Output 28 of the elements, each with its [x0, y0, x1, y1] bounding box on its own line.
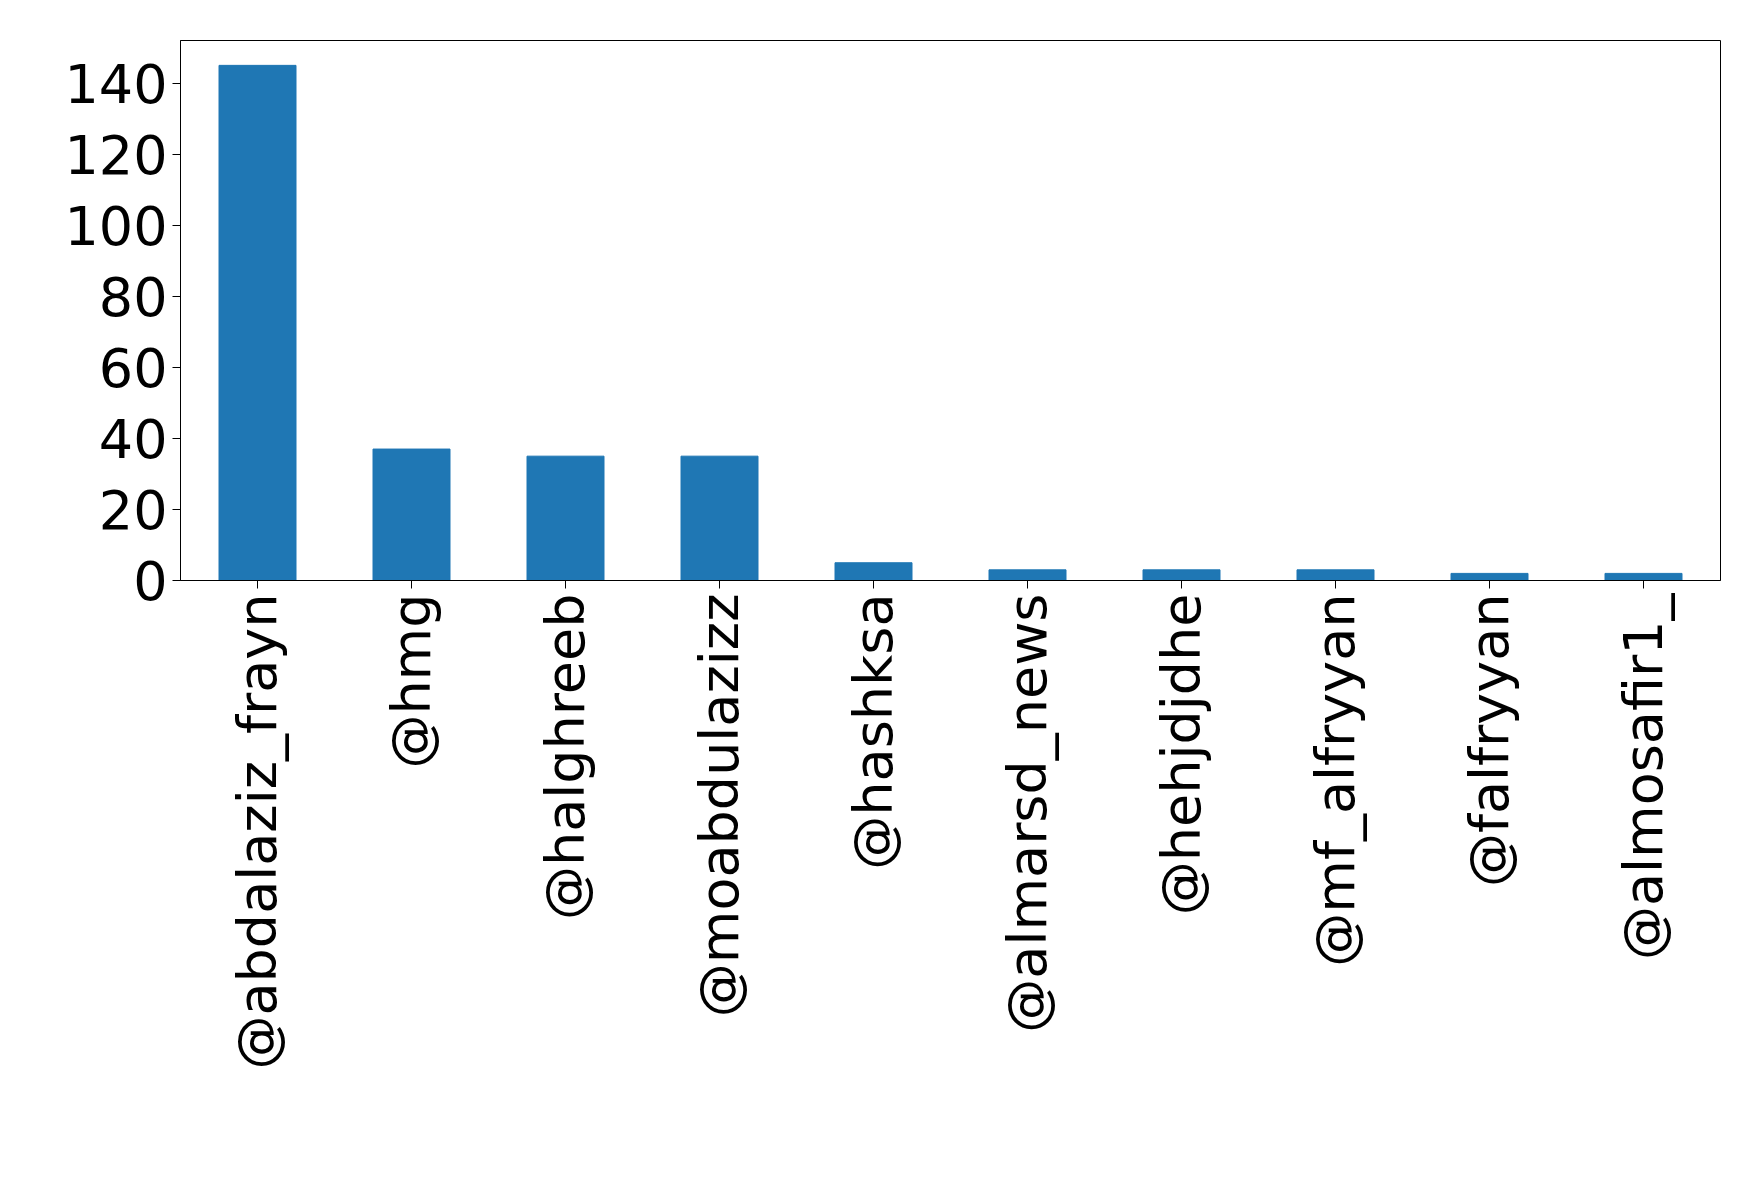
- x-tick-label: @mf_alfryyan: [1304, 593, 1367, 967]
- y-tick-label: 60: [98, 336, 168, 400]
- x-tick-label: @abdalaziz_frayn: [226, 593, 289, 1070]
- y-tick-label: 140: [64, 52, 168, 116]
- x-tick-label: @falfryyan: [1458, 593, 1521, 888]
- bar: [1604, 572, 1683, 581]
- bar: [218, 64, 297, 581]
- y-tick-label: 100: [64, 194, 168, 258]
- bar: [1450, 572, 1529, 581]
- bar: [680, 455, 759, 581]
- x-tick-label: @hmg: [380, 593, 443, 769]
- y-tick-label: 20: [98, 478, 168, 542]
- x-tick-label: @moabdulazizz: [688, 593, 751, 1018]
- bar: [1142, 569, 1221, 581]
- bar: [1296, 569, 1375, 581]
- x-tick-label: @almarsd_news: [996, 593, 1059, 1033]
- y-tick-label: 0: [133, 550, 168, 613]
- x-tick-label: @hashksa: [842, 593, 905, 870]
- bar: [988, 569, 1067, 581]
- x-tick-label: @almosafir1_: [1612, 592, 1675, 961]
- bar: [372, 448, 451, 581]
- bar: [526, 455, 605, 581]
- y-tick-label: 80: [98, 265, 168, 329]
- x-tick-label: @hehjdjdhe: [1150, 593, 1213, 916]
- y-tick-label: 120: [64, 123, 168, 187]
- bar: [834, 562, 913, 581]
- y-tick-label: 40: [98, 407, 168, 471]
- x-tick-label: @halghreeb: [534, 593, 597, 921]
